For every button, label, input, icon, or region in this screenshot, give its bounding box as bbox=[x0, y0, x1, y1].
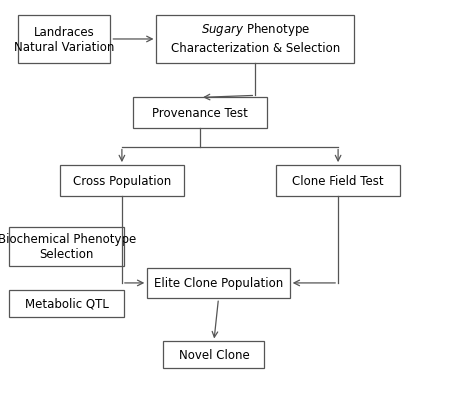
FancyBboxPatch shape bbox=[275, 166, 399, 196]
Text: Biochemical Phenotype
Selection: Biochemical Phenotype Selection bbox=[0, 232, 135, 261]
Text: $\it{Sugary}$ Phenotype: $\it{Sugary}$ Phenotype bbox=[200, 21, 309, 38]
Text: Elite Clone Population: Elite Clone Population bbox=[154, 277, 282, 290]
FancyBboxPatch shape bbox=[9, 290, 124, 317]
Text: Characterization & Selection: Characterization & Selection bbox=[170, 42, 339, 54]
FancyBboxPatch shape bbox=[18, 16, 110, 63]
Text: Landraces
Natural Variation: Landraces Natural Variation bbox=[14, 26, 114, 54]
Text: Clone Field Test: Clone Field Test bbox=[291, 175, 383, 187]
FancyBboxPatch shape bbox=[60, 166, 184, 196]
FancyBboxPatch shape bbox=[163, 342, 264, 368]
FancyBboxPatch shape bbox=[133, 98, 266, 129]
Text: Metabolic QTL: Metabolic QTL bbox=[25, 297, 108, 310]
Text: Novel Clone: Novel Clone bbox=[178, 348, 249, 361]
Text: Cross Population: Cross Population bbox=[73, 175, 171, 187]
Text: Provenance Test: Provenance Test bbox=[152, 107, 247, 120]
FancyBboxPatch shape bbox=[9, 227, 124, 266]
FancyBboxPatch shape bbox=[147, 268, 289, 299]
FancyBboxPatch shape bbox=[156, 16, 353, 63]
